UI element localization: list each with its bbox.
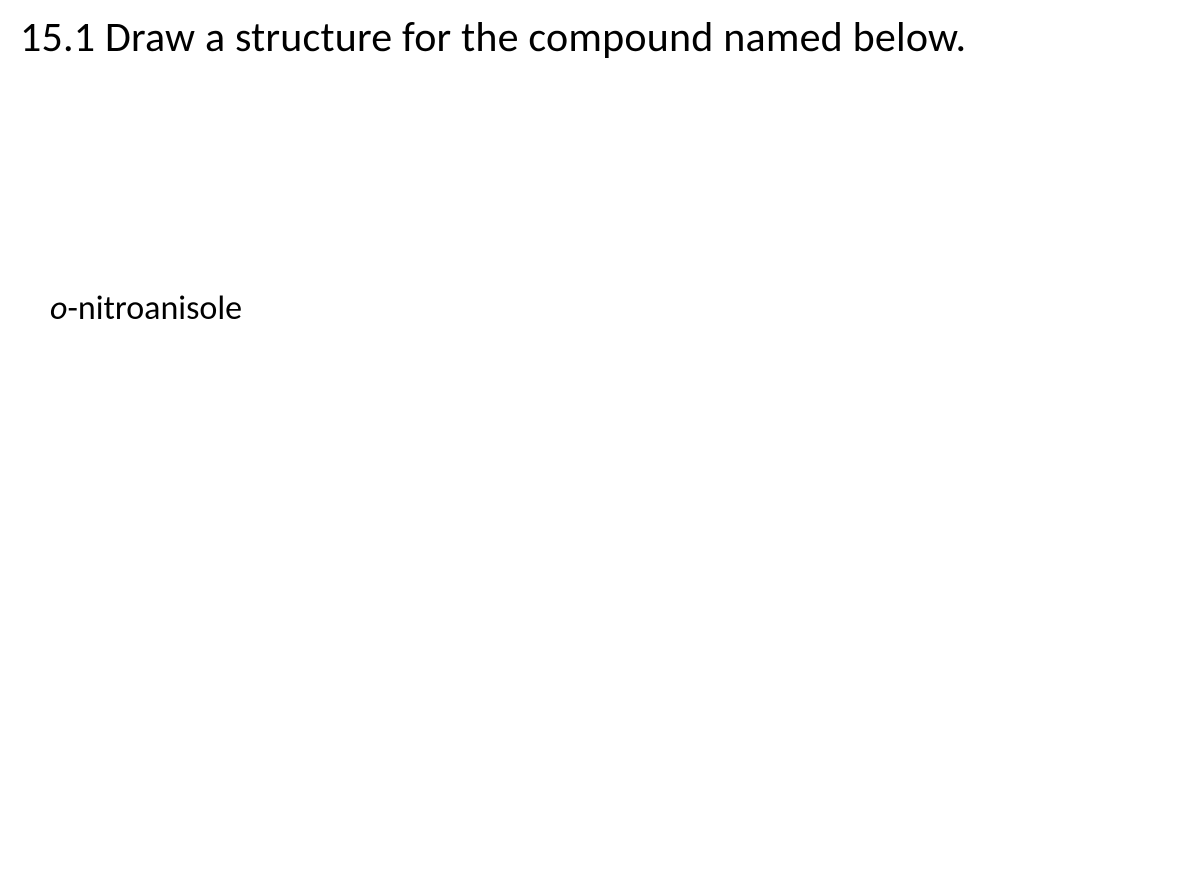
compound-name: o-nitroanisole [50, 288, 242, 329]
compound-rest: -nitroanisole [67, 288, 242, 329]
compound-prefix: o [50, 288, 67, 329]
question-title: 15.1 Draw a structure for the compound n… [20, 12, 966, 63]
question-number: 15.1 [20, 12, 95, 63]
page-container: 15.1 Draw a structure for the compound n… [0, 0, 1200, 869]
question-prompt: Draw a structure for the compound named … [105, 12, 966, 63]
